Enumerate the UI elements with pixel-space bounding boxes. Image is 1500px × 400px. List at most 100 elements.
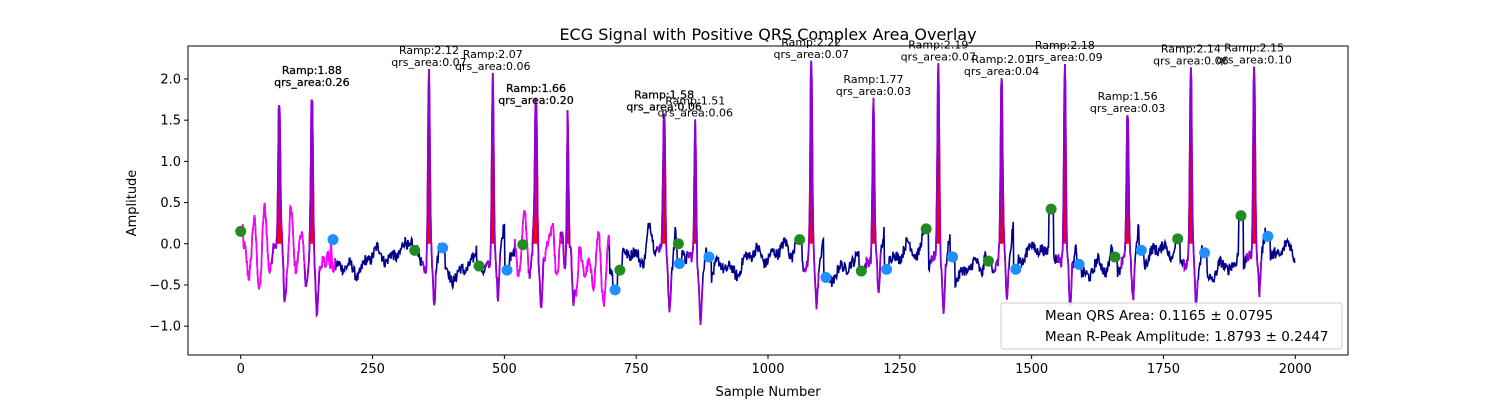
qrs-offset-point-10 [1073, 258, 1085, 270]
axes: 0 250 500 750 1000 1250 1500 1750 2000 −1.0 −0.5 0.… [149, 45, 1349, 377]
qrs-offset-point-0 [327, 234, 339, 246]
x-tick-label: 2000 [1279, 362, 1312, 377]
qrs-offset-point-12 [1199, 247, 1211, 259]
qrs-offset-point-6 [820, 272, 832, 284]
r-peak-annotation-line: qrs_area:0.26 [274, 76, 349, 89]
r-peak-annotation-0: Ramp:1.88 qrs_area:0.26 [274, 64, 349, 89]
qrs-segment-3 [484, 73, 501, 302]
x-tick-label: 1500 [1015, 362, 1048, 377]
qrs-onset-point-9 [982, 255, 994, 267]
r-peak-annotation-line: Ramp:2.15 [1224, 42, 1284, 55]
r-peak-annotation-line: qrs_area:0.06 [1153, 54, 1228, 67]
r-peak-annotation-line: qrs_area:0.03 [836, 85, 911, 98]
legend-entry-1: Mean R-Peak Amplitude: 1.8793 ± 0.2447 [1045, 329, 1329, 345]
qrs-onset-point-13 [1235, 210, 1247, 222]
r-peak-annotation-4: Ramp:1.58 qrs_area:0.06 [626, 89, 701, 114]
r-peak-annotation-6: Ramp:2.22 qrs_area:0.07 [774, 36, 849, 61]
r-peak-annotation-line: qrs_area:0.09 [1027, 51, 1102, 64]
qrs-onset-point-4 [614, 264, 626, 276]
plot-clip-group [235, 60, 1296, 325]
legend: Mean QRS Area: 0.1165 ± 0.0795 Mean R-Pea… [1000, 302, 1343, 350]
qrs-segment-4 [527, 97, 545, 309]
qrs-segment-13 [1119, 115, 1136, 301]
qrs-offset-point-3 [609, 284, 621, 296]
x-tick-label: 750 [624, 362, 649, 377]
qrs-segment-1 [303, 99, 321, 318]
r-peak-annotation-13: Ramp:2.15 qrs_area:0.10 [1216, 42, 1291, 67]
qrs-segment-15 [1245, 66, 1263, 298]
qrs-onset-point-1 [409, 244, 421, 256]
r-peak-annotation-1: Ramp:2.12 qrs_area:0.07 [391, 44, 466, 69]
x-tick-label: 500 [492, 362, 517, 377]
r-peak-annotation-line: Ramp:2.19 [908, 38, 968, 51]
qrs-offset-point-7 [881, 263, 893, 275]
qrs-onset-point-8 [920, 223, 932, 235]
y-tick-label: 2.0 [160, 72, 181, 87]
r-peak-annotation-line: Ramp:2.07 [463, 48, 523, 61]
y-axis-title: Amplitude [125, 170, 140, 237]
qrs-onset-point-2 [473, 260, 485, 272]
qrs-offset-point-13 [1262, 230, 1274, 242]
qrs-segment-8 [803, 60, 820, 310]
qrs-segment-10 [930, 63, 947, 314]
qrs-offset-point-11 [1135, 244, 1147, 256]
qrs-onset-point-7 [855, 265, 867, 277]
r-peak-annotation-line: Ramp:1.88 [282, 64, 342, 77]
qrs-offset-point-2 [501, 264, 513, 276]
r-peak-annotation-line: qrs_area:0.07 [901, 50, 976, 63]
qrs-onset-point-6 [794, 234, 806, 246]
qrs-segment-7 [687, 119, 704, 325]
r-peak-annotation-line: Ramp:1.77 [843, 73, 903, 86]
r-peak-annotation-line: Ramp:2.12 [399, 44, 459, 57]
qrs-onset-point-10 [1045, 203, 1057, 215]
qrs-onset-point-3 [517, 239, 529, 251]
qrs-offset-point-5 [703, 251, 715, 263]
qrs-segment-0 [270, 105, 288, 303]
x-tick-label: 1000 [751, 362, 784, 377]
qrs-segment-6 [655, 113, 673, 313]
legend-entry-0: Mean QRS Area: 0.1165 ± 0.0795 [1045, 308, 1273, 324]
qrs-offset-point-9 [1010, 263, 1022, 275]
qrs-segment-5 [559, 110, 576, 306]
r-peak-annotation-line: qrs_area:0.07 [774, 48, 849, 61]
y-tick-label: 0.5 [160, 196, 181, 211]
r-peak-annotation-line: Ramp:1.66 [506, 82, 566, 95]
r-peak-annotation-7: Ramp:1.77 qrs_area:0.03 [836, 73, 911, 98]
r-peak-annotation-9: Ramp:2.01 qrs_area:0.04 [964, 53, 1039, 78]
y-tick-label: −1.0 [149, 320, 181, 335]
y-tick-label: 0.0 [160, 237, 181, 252]
r-peak-annotation-11: Ramp:1.56 qrs_area:0.03 [1090, 90, 1165, 115]
r-peak-annotation-line: qrs_area:0.10 [1216, 54, 1291, 67]
x-tick-label: 1250 [883, 362, 916, 377]
r-peak-annotation-line: qrs_area:0.06 [658, 106, 733, 119]
qrs-onset-point-11 [1109, 251, 1121, 263]
legend-box [1000, 302, 1343, 350]
qrs-onset-point-0 [235, 225, 247, 237]
r-peak-annotation-10: Ramp:2.18 qrs_area:0.09 [1027, 39, 1102, 64]
r-peak-annotation-line: Ramp:1.51 [665, 94, 725, 107]
qrs-segment-11 [993, 78, 1010, 300]
qrs-segment-9 [865, 97, 882, 294]
r-peak-annotation-line: Ramp:2.01 [972, 53, 1032, 66]
chart-title: ECG Signal with Positive QRS Complex Are… [559, 25, 976, 44]
qrs-segment-2 [420, 69, 437, 306]
r-peak-annotation-line: qrs_area:0.06 [455, 60, 530, 73]
noisy-segment-0 [240, 99, 336, 318]
r-peak-annotation-line: Ramp:1.58 [634, 89, 694, 102]
y-tick-label: −0.5 [149, 278, 181, 293]
qrs-offset-point-1 [437, 242, 449, 254]
qrs-offset-point-4 [673, 258, 685, 270]
x-tick-label: 0 [237, 362, 245, 377]
r-peak-annotation-line: qrs_area:0.07 [391, 56, 466, 69]
r-peak-annotation-line: qrs_area:0.04 [964, 65, 1039, 78]
r-peak-annotation-5: Ramp:1.51 qrs_area:0.06 [658, 94, 733, 119]
r-peak-annotation-8: Ramp:2.19 qrs_area:0.07 [901, 38, 976, 63]
r-peak-annotation-2: Ramp:2.07 qrs_area:0.06 [455, 48, 530, 73]
x-tick-label: 250 [360, 362, 385, 377]
r-peak-annotation-line: qrs_area:0.20 [498, 94, 573, 107]
x-axis-title: Sample Number [715, 385, 821, 400]
qrs-onset-point-12 [1172, 233, 1184, 245]
r-peak-annotation-line: qrs_area:0.03 [1090, 102, 1165, 115]
r-peak-annotation-line: qrs_area:0.06 [626, 101, 701, 114]
